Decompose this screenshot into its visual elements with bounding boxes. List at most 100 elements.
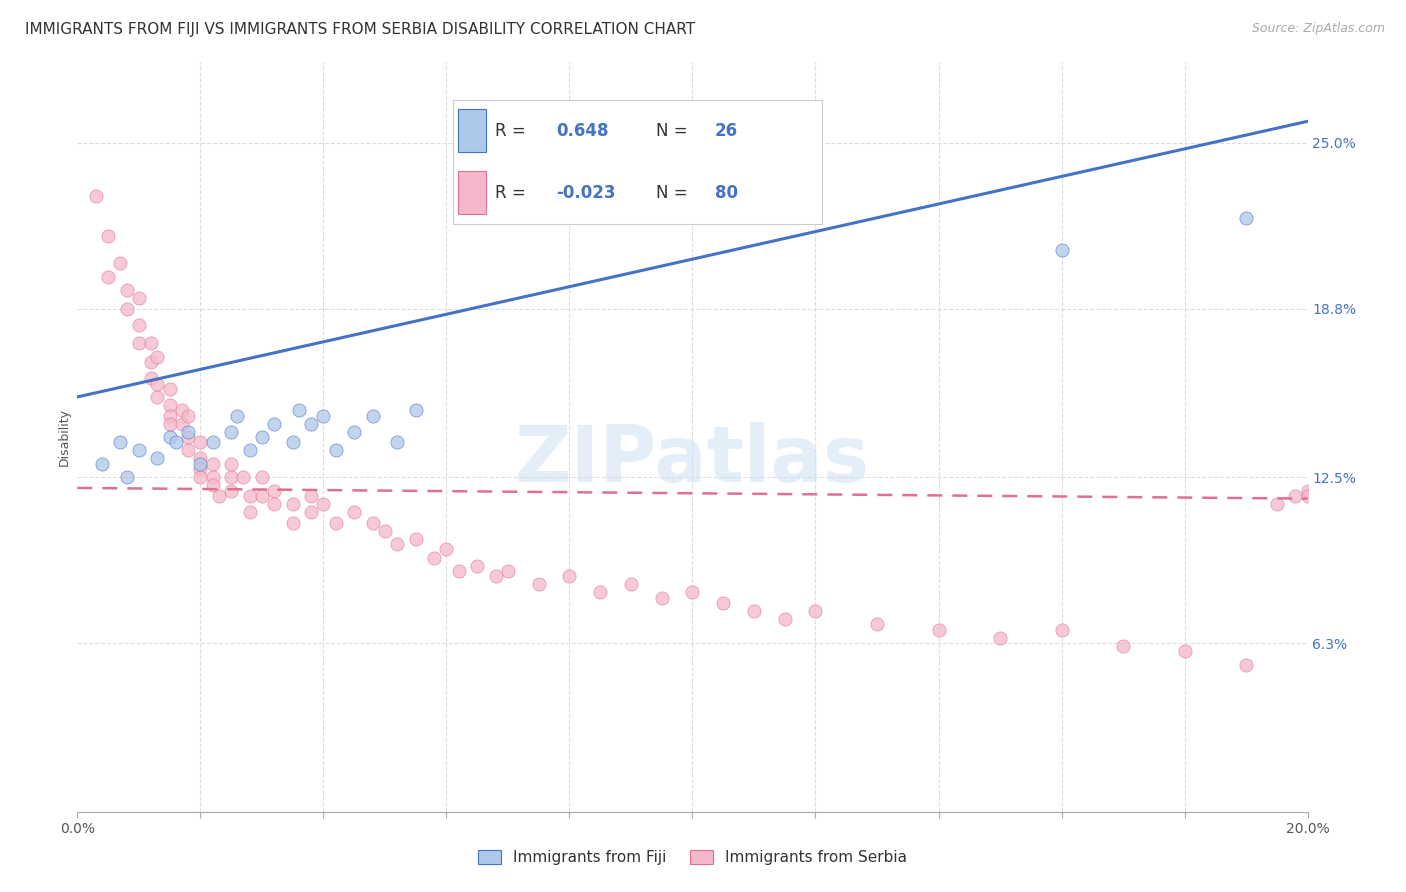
Point xyxy=(651,591,673,605)
Point xyxy=(115,301,138,316)
Point xyxy=(208,489,231,503)
Point xyxy=(312,497,335,511)
Point xyxy=(188,470,212,484)
Point xyxy=(201,470,224,484)
Point xyxy=(90,457,114,471)
Point xyxy=(188,435,212,450)
Point xyxy=(97,229,120,244)
Point xyxy=(1050,623,1073,637)
Point xyxy=(1174,644,1197,658)
Point xyxy=(589,585,612,599)
Point xyxy=(165,435,187,450)
Text: ZIPatlas: ZIPatlas xyxy=(515,422,870,498)
Point xyxy=(239,505,262,519)
Point xyxy=(250,430,273,444)
Point xyxy=(115,470,138,484)
Point xyxy=(128,318,150,332)
Point xyxy=(128,336,150,351)
Point xyxy=(110,256,132,270)
Point xyxy=(170,417,193,431)
Point xyxy=(773,612,796,626)
Point xyxy=(146,376,169,391)
Point xyxy=(146,451,169,466)
Point xyxy=(436,542,458,557)
Point xyxy=(299,417,322,431)
Point xyxy=(1234,657,1257,672)
Point xyxy=(226,409,249,423)
Point xyxy=(1284,489,1306,503)
Point xyxy=(188,457,212,471)
Point xyxy=(1234,211,1257,225)
Point xyxy=(527,577,550,591)
Point xyxy=(496,564,519,578)
Point xyxy=(201,478,224,492)
Point xyxy=(405,532,427,546)
Point xyxy=(281,497,304,511)
Point xyxy=(312,409,335,423)
Point xyxy=(385,435,409,450)
Point xyxy=(361,409,384,423)
Point xyxy=(281,435,304,450)
Point xyxy=(141,371,163,385)
Point xyxy=(177,409,200,423)
Point xyxy=(374,524,396,538)
Point xyxy=(804,604,827,618)
Point xyxy=(866,617,889,632)
Point xyxy=(159,398,181,412)
Point xyxy=(299,489,322,503)
Point xyxy=(558,569,581,583)
Point xyxy=(1265,497,1288,511)
Point xyxy=(177,425,200,439)
Legend: Immigrants from Fiji, Immigrants from Serbia: Immigrants from Fiji, Immigrants from Se… xyxy=(472,844,912,871)
Point xyxy=(343,505,366,519)
Point xyxy=(1296,483,1319,498)
Point xyxy=(97,269,120,284)
Point xyxy=(84,189,107,203)
Point xyxy=(141,336,163,351)
Text: IMMIGRANTS FROM FIJI VS IMMIGRANTS FROM SERBIA DISABILITY CORRELATION CHART: IMMIGRANTS FROM FIJI VS IMMIGRANTS FROM … xyxy=(25,22,696,37)
Point xyxy=(201,435,224,450)
Point xyxy=(188,462,212,476)
Point xyxy=(742,604,765,618)
Point xyxy=(146,350,169,364)
Point xyxy=(465,558,488,573)
Point xyxy=(239,489,262,503)
Point xyxy=(711,596,734,610)
Point xyxy=(263,497,285,511)
Point xyxy=(177,430,200,444)
Point xyxy=(682,585,704,599)
Text: Source: ZipAtlas.com: Source: ZipAtlas.com xyxy=(1251,22,1385,36)
Point xyxy=(385,537,409,551)
Point xyxy=(141,355,163,369)
Point xyxy=(159,430,181,444)
Y-axis label: Disability: Disability xyxy=(58,408,70,467)
Point xyxy=(219,483,242,498)
Point xyxy=(250,470,273,484)
Point xyxy=(325,443,347,458)
Point xyxy=(146,390,169,404)
Point xyxy=(115,283,138,297)
Point xyxy=(405,403,427,417)
Point xyxy=(263,417,285,431)
Point xyxy=(219,425,242,439)
Point xyxy=(232,470,254,484)
Point xyxy=(361,516,384,530)
Point xyxy=(325,516,347,530)
Point xyxy=(1112,639,1135,653)
Point xyxy=(250,489,273,503)
Point xyxy=(263,483,285,498)
Point xyxy=(188,451,212,466)
Point xyxy=(159,417,181,431)
Point xyxy=(128,443,150,458)
Point xyxy=(219,470,242,484)
Point xyxy=(177,443,200,458)
Point xyxy=(110,435,132,450)
Point xyxy=(485,569,508,583)
Point xyxy=(201,457,224,471)
Point xyxy=(159,409,181,423)
Point xyxy=(620,577,643,591)
Point xyxy=(239,443,262,458)
Point xyxy=(447,564,470,578)
Point xyxy=(288,403,311,417)
Point xyxy=(1296,489,1319,503)
